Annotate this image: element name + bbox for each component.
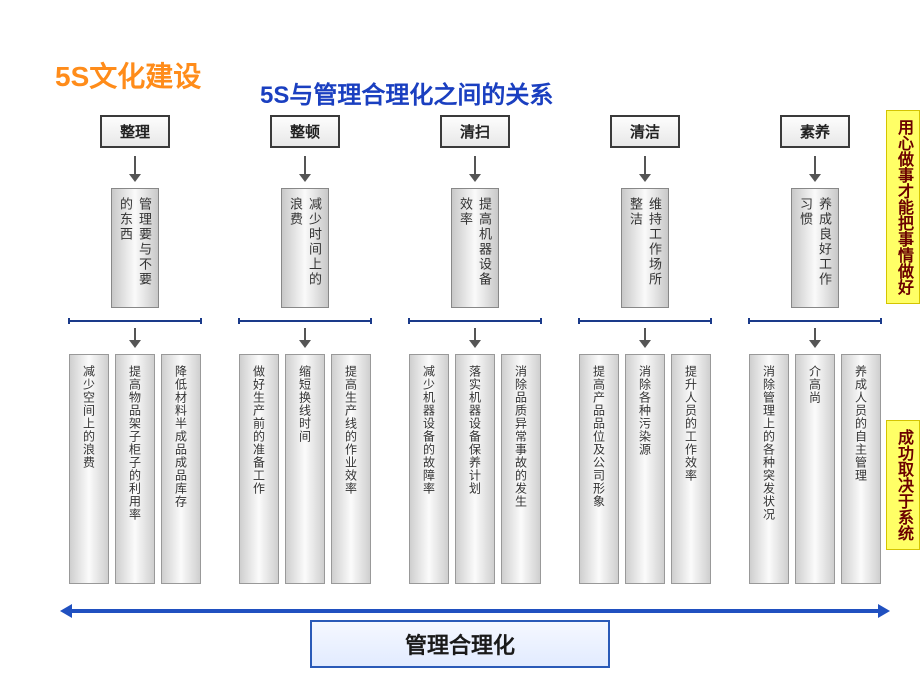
column-header: 整理 bbox=[100, 115, 170, 148]
mid-row: 减少时间上的浪费 bbox=[281, 188, 329, 308]
column-header: 清洁 bbox=[610, 115, 680, 148]
arrow-down-icon bbox=[295, 154, 315, 184]
bottom-box: 降低材料半成品成品库存 bbox=[161, 354, 201, 584]
arrow-down-icon bbox=[635, 154, 655, 184]
bottom-box: 缩短换线时间 bbox=[285, 354, 325, 584]
bottom-row: 减少机器设备的故障率落实机器设备保养计划消除品质异常事故的发生 bbox=[409, 354, 541, 584]
arrow-down-icon bbox=[125, 154, 145, 184]
mid-box: 养成良好工作习惯 bbox=[791, 188, 839, 308]
column-整理: 整理管理要与不要的东西减少空间上的浪费提高物品架子柜子的利用率降低材料半成品成品… bbox=[60, 115, 210, 584]
arrow-down-icon bbox=[125, 326, 145, 350]
h-bracket bbox=[740, 316, 890, 326]
arrow-down-icon bbox=[805, 154, 825, 184]
column-清扫: 清扫提高机器设备效率减少机器设备的故障率落实机器设备保养计划消除品质异常事故的发… bbox=[400, 115, 550, 584]
mid-box: 维持工作场所整洁 bbox=[621, 188, 669, 308]
mid-row: 提高机器设备效率 bbox=[451, 188, 499, 308]
h-bracket bbox=[60, 316, 210, 326]
arrow-down-icon bbox=[805, 326, 825, 350]
side-banner-top: 用心做事才能把事情做好 bbox=[886, 110, 920, 304]
column-整顿: 整顿减少时间上的浪费做好生产前的准备工作缩短换线时间提高生产线的作业效率 bbox=[230, 115, 380, 584]
bottom-box: 消除品质异常事故的发生 bbox=[501, 354, 541, 584]
bottom-box: 提高生产线的作业效率 bbox=[331, 354, 371, 584]
sub-title: 5S与管理合理化之间的关系 bbox=[260, 75, 553, 110]
arrow-down-icon bbox=[465, 154, 485, 184]
bottom-box: 提高产品品位及公司形象 bbox=[579, 354, 619, 584]
bottom-box: 消除管理上的各种突发状况 bbox=[749, 354, 789, 584]
bottom-row: 提高产品品位及公司形象消除各种污染源提升人员的工作效率 bbox=[579, 354, 711, 584]
mid-row: 管理要与不要的东西 bbox=[111, 188, 159, 308]
bottom-box: 养成人员的自主管理 bbox=[841, 354, 881, 584]
columns-container: 整理管理要与不要的东西减少空间上的浪费提高物品架子柜子的利用率降低材料半成品成品… bbox=[60, 115, 890, 584]
bottom-box: 减少空间上的浪费 bbox=[69, 354, 109, 584]
bottom-row: 做好生产前的准备工作缩短换线时间提高生产线的作业效率 bbox=[239, 354, 371, 584]
bottom-box: 提高物品架子柜子的利用率 bbox=[115, 354, 155, 584]
bottom-box: 做好生产前的准备工作 bbox=[239, 354, 279, 584]
mid-box: 减少时间上的浪费 bbox=[281, 188, 329, 308]
bottom-summary-box: 管理合理化 bbox=[310, 620, 610, 668]
mid-box: 管理要与不要的东西 bbox=[111, 188, 159, 308]
bottom-row: 减少空间上的浪费提高物品架子柜子的利用率降低材料半成品成品库存 bbox=[69, 354, 201, 584]
arrow-down-icon bbox=[635, 326, 655, 350]
h-bracket bbox=[400, 316, 550, 326]
column-清洁: 清洁维持工作场所整洁提高产品品位及公司形象消除各种污染源提升人员的工作效率 bbox=[570, 115, 720, 584]
main-title: 5S文化建设 bbox=[55, 55, 201, 95]
bottom-box: 提升人员的工作效率 bbox=[671, 354, 711, 584]
column-素养: 素养养成良好工作习惯消除管理上的各种突发状况介高尚养成人员的自主管理 bbox=[740, 115, 890, 584]
arrow-shaft bbox=[70, 609, 880, 613]
arrow-down-icon bbox=[295, 326, 315, 350]
bottom-box: 消除各种污染源 bbox=[625, 354, 665, 584]
side-banner-bottom: 成功取决于系统 bbox=[886, 420, 920, 550]
arrow-head-right bbox=[878, 604, 890, 618]
column-header: 整顿 bbox=[270, 115, 340, 148]
h-bracket bbox=[230, 316, 380, 326]
column-header: 素养 bbox=[780, 115, 850, 148]
bidirectional-arrow bbox=[60, 602, 890, 620]
bottom-box: 落实机器设备保养计划 bbox=[455, 354, 495, 584]
bottom-box: 减少机器设备的故障率 bbox=[409, 354, 449, 584]
bottom-row: 消除管理上的各种突发状况介高尚养成人员的自主管理 bbox=[749, 354, 881, 584]
mid-box: 提高机器设备效率 bbox=[451, 188, 499, 308]
bottom-box: 介高尚 bbox=[795, 354, 835, 584]
mid-row: 养成良好工作习惯 bbox=[791, 188, 839, 308]
arrow-down-icon bbox=[465, 326, 485, 350]
column-header: 清扫 bbox=[440, 115, 510, 148]
h-bracket bbox=[570, 316, 720, 326]
mid-row: 维持工作场所整洁 bbox=[621, 188, 669, 308]
